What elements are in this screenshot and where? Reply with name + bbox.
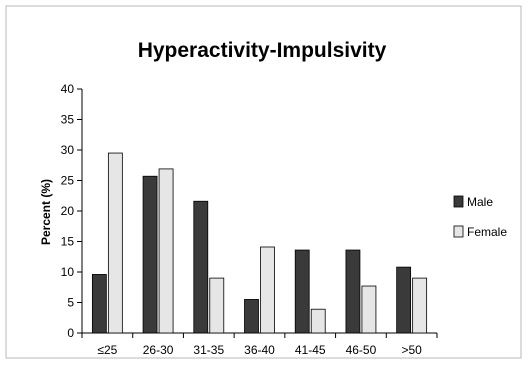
bar-male-2 <box>193 200 209 334</box>
y-tick-label: 40 <box>61 82 75 96</box>
chart-title: Hyperactivity-Impulsivity <box>138 39 387 62</box>
y-tick-label: 0 <box>67 326 74 340</box>
y-tick-label: 5 <box>67 296 74 310</box>
bar-male-0 <box>91 274 107 334</box>
plot-area: 0 5 10 15 20 25 30 35 40 ≤25 26-30 31-35 36-40 41-45 4… <box>61 82 438 357</box>
bar-female-2 <box>209 277 225 334</box>
bar-female-3 <box>260 246 275 334</box>
y-tick-label: 35 <box>61 113 75 127</box>
y-tick-label: 20 <box>61 204 75 218</box>
y-tick-label: 25 <box>61 174 75 188</box>
legend-swatch-female <box>453 225 464 238</box>
bar-male-1 <box>142 175 158 334</box>
bar-male-4 <box>294 249 310 334</box>
legend-label-male: Male <box>467 195 493 209</box>
y-tick-label: 30 <box>61 143 75 157</box>
x-tick-label: 31-35 <box>193 343 224 357</box>
bar-female-5 <box>361 285 377 334</box>
bar-male-3 <box>244 299 259 334</box>
bar-female-4 <box>310 308 326 334</box>
y-tick-label: 10 <box>61 265 75 279</box>
bar-female-1 <box>158 168 174 334</box>
x-tick-label: 46-50 <box>346 343 377 357</box>
legend-swatch-male <box>453 195 464 208</box>
bar-male-6 <box>396 266 412 334</box>
y-axis-label: Percent (%) <box>39 179 53 245</box>
y-tick-label: 15 <box>61 235 75 249</box>
bar-male-5 <box>345 249 361 334</box>
x-tick-label: 26-30 <box>143 343 174 357</box>
legend: Male Female <box>453 195 507 239</box>
x-tick-label: ≤25 <box>97 343 117 357</box>
bar-female-6 <box>412 277 428 334</box>
legend-label-female: Female <box>467 225 507 239</box>
x-tick-label: 41-45 <box>295 343 326 357</box>
x-tick-label: >50 <box>401 343 422 357</box>
x-tick-label: 36-40 <box>244 343 275 357</box>
bar-female-0 <box>107 152 123 334</box>
